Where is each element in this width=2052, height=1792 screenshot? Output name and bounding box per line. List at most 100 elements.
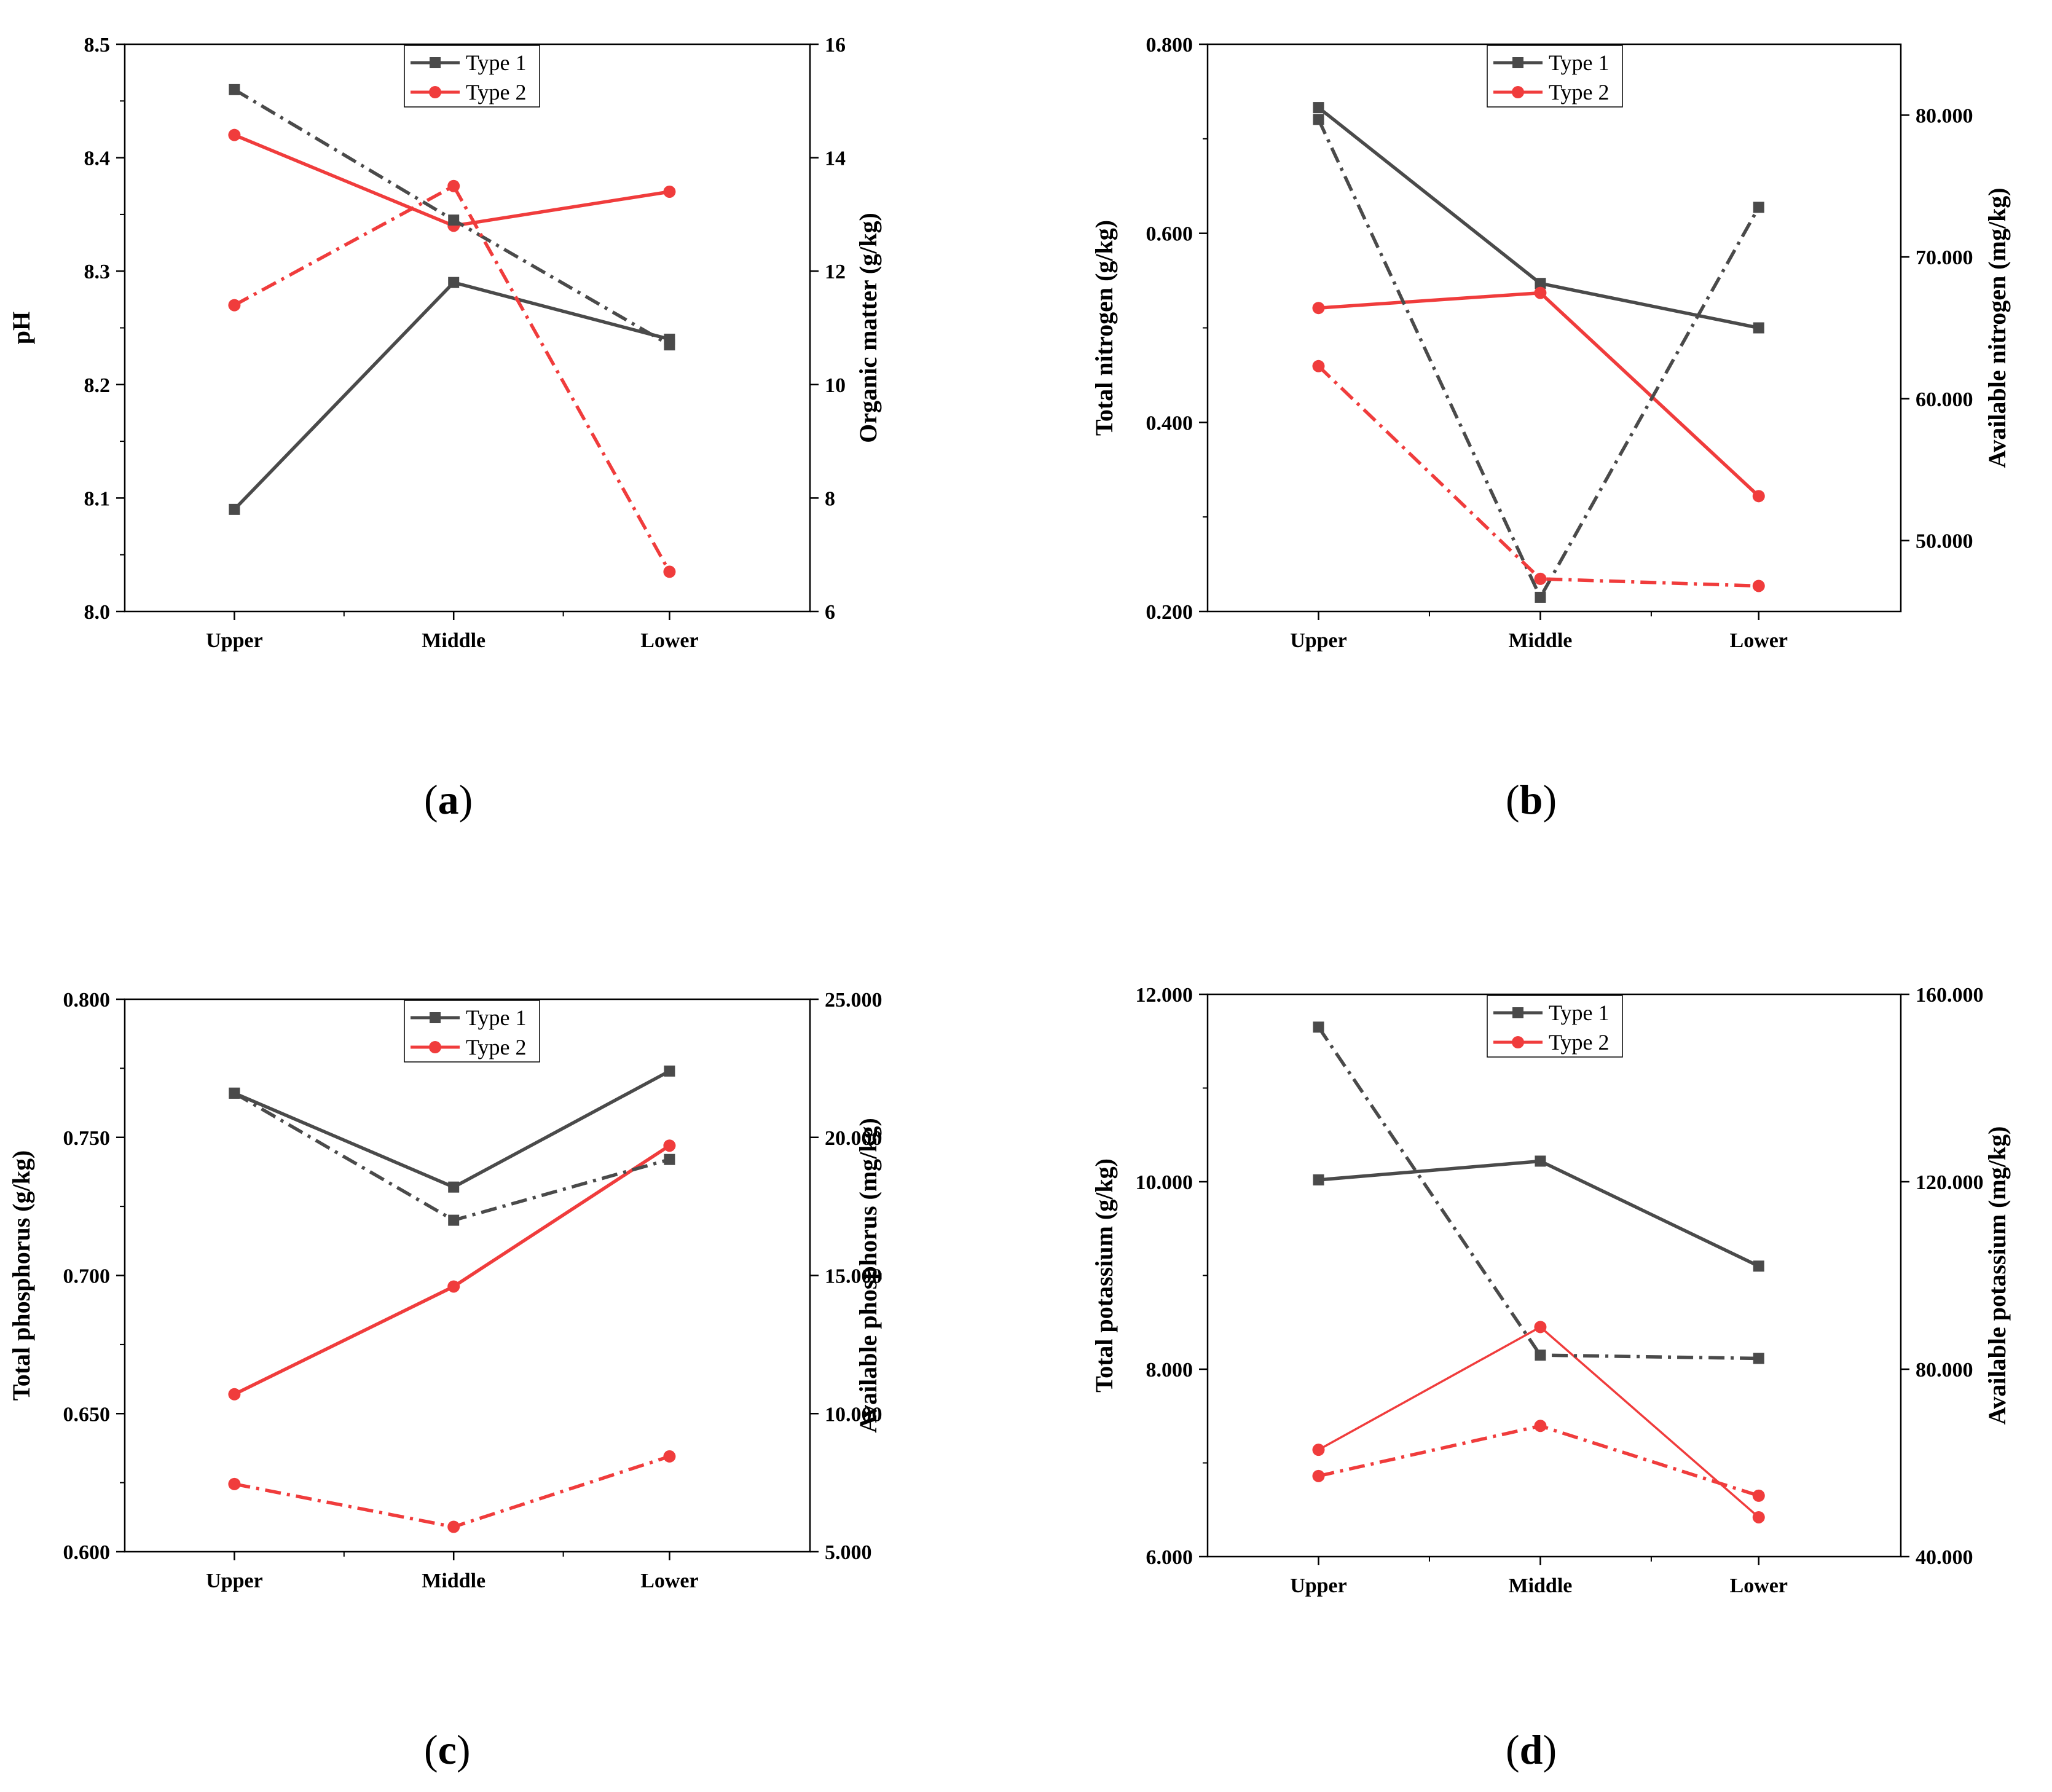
chart-d-data-point-circle [1312, 1469, 1325, 1482]
chart-d-x-tick-label: Middle [1508, 1574, 1572, 1597]
chart-a-right-tick-label: 10 [825, 374, 846, 397]
chart-a-left-tick-label: 8.3 [84, 261, 111, 283]
chart-c-data-point-square [448, 1214, 460, 1226]
chart-c-right-tick-label: 5.000 [825, 1541, 872, 1564]
chart-d-legend-box [1487, 995, 1623, 1058]
chart-b-series-line-type1-right [1316, 119, 1761, 599]
chart-b-data-point-circle [1312, 302, 1325, 315]
chart-a-data-point-circle [663, 565, 676, 578]
chart-d-legend-label: Type 2 [1549, 1030, 1609, 1055]
chart-b-data-point-square [1313, 102, 1324, 114]
chart-a-left-axis-title: pH [7, 312, 35, 344]
chart-b-plot-frame [1206, 43, 1902, 613]
chart-a-data-point-square [448, 214, 460, 226]
chart-d-series-line-type1-right [1317, 1026, 1759, 1361]
chart-b-data-point-square [1753, 202, 1764, 213]
chart-a-legend-box [404, 45, 540, 108]
chart-a-right-tick-label: 14 [825, 147, 846, 170]
chart-a-right-axis-title: Organic matter (g/kg) [854, 213, 882, 443]
chart-b-x-tick-label: Upper [1290, 629, 1347, 652]
chart-c-data-point-square [448, 1181, 460, 1193]
chart-c-data-point-circle [228, 1388, 241, 1401]
panel-label-d: (d) [1506, 1726, 1557, 1773]
chart-b-series-line-type2-right [1317, 364, 1759, 588]
chart-c-x-tick-label: Upper [206, 1570, 263, 1592]
chart-d-plot-frame [1206, 993, 1902, 1558]
chart-panel-a: 8.0 8.1 8.2 8.3 8.4 8.5 6 8 10 12 14 16 Upper Middle L… [7, 34, 882, 652]
chart-c-data-point-circle [447, 1520, 460, 1533]
chart-a-x-tick-label: Upper [206, 629, 263, 652]
chart-d-data-point-square [1313, 1021, 1324, 1033]
chart-d-left-tick-label: 8.000 [1146, 1359, 1193, 1381]
chart-c-data-point-circle [228, 1477, 241, 1490]
chart-a-left-tick-label: 8.2 [84, 374, 111, 397]
chart-d-right-axis-title: Available potassium (mg/kg) [1983, 1126, 2011, 1425]
chart-b-right-tick-label: 50.000 [1916, 530, 1973, 553]
chart-d-data-point-square [1535, 1155, 1546, 1167]
chart-c-data-point-circle [663, 1450, 676, 1463]
chart-a-left-tick-label: 8.5 [84, 34, 111, 57]
chart-a-left-tick-label: 8.0 [84, 601, 111, 624]
chart-a-data-point-circle [663, 185, 676, 198]
chart-d-right-tick-label: 120.000 [1916, 1171, 1984, 1194]
chart-a-right-tick-label: 6 [825, 601, 835, 624]
chart-a-data-point-circle [228, 128, 241, 141]
chart-a-data-point-circle [228, 299, 241, 312]
chart-d-left-axis-title: Total potassium (g/kg) [1090, 1158, 1118, 1393]
chart-b-legend-label: Type 1 [1549, 50, 1609, 75]
chart-b-left-tick-label: 0.800 [1146, 34, 1193, 57]
chart-d-series-line-type1-left [1318, 1159, 1759, 1268]
chart-c-legend-box [404, 1000, 540, 1063]
chart-d-data-point-circle [1752, 1511, 1765, 1523]
chart-a-legend-marker-circle [429, 86, 441, 98]
chart-a-left-tick-label: 8.4 [84, 147, 111, 170]
chart-c-left-tick-label: 0.600 [63, 1541, 111, 1564]
chart-c-right-axis-title: Available phosphorus (mg/kg) [854, 1118, 882, 1433]
chart-d-data-point-circle [1534, 1321, 1547, 1334]
chart-c-data-point-square [664, 1065, 675, 1077]
chart-c-data-point-square [664, 1153, 675, 1165]
chart-d-left-tick-label: 6.000 [1146, 1546, 1193, 1569]
chart-c-legend-label: Type 1 [466, 1005, 526, 1030]
chart-c-data-point-circle [663, 1139, 676, 1152]
chart-d-data-point-square [1753, 1353, 1764, 1364]
chart-a-x-tick-label: Lower [640, 629, 698, 652]
chart-b-data-point-circle [1312, 360, 1325, 372]
chart-b-x-tick-label: Lower [1730, 629, 1788, 652]
chart-a-data-point-square [229, 84, 240, 95]
chart-c-right-tick-label: 10.000 [825, 1403, 883, 1426]
chart-b-left-tick-label: 0.200 [1146, 601, 1193, 624]
chart-b-left-tick-label: 0.400 [1146, 412, 1193, 434]
chart-d-legend-marker-square [1512, 1007, 1523, 1018]
chart-c-x-tick-label: Middle [422, 1570, 485, 1592]
chart-c-legend-marker-circle [429, 1041, 441, 1053]
chart-b-data-point-circle [1534, 286, 1547, 299]
panel-label-c: (c) [424, 1726, 471, 1773]
chart-b-left-tick-label: 0.600 [1146, 223, 1193, 246]
chart-b-legend-marker-square [1512, 57, 1523, 68]
chart-a-legend-marker-square [430, 57, 441, 68]
chart-b-left-axis-title: Total nitrogen (g/kg) [1090, 220, 1118, 436]
chart-d-right-tick-label: 80.000 [1916, 1359, 1973, 1381]
chart-d-data-point-square [1535, 1350, 1546, 1361]
chart-c-left-axis-title: Total phosphorus (g/kg) [7, 1150, 35, 1401]
chart-a-series-line-type1-left [233, 280, 670, 511]
panel-label-a: (a) [424, 776, 473, 823]
chart-c-legend-label: Type 2 [466, 1035, 526, 1059]
chart-a-data-point-square [448, 277, 460, 288]
chart-b-data-point-circle [1534, 572, 1547, 585]
chart-c-left-tick-label: 0.650 [63, 1403, 111, 1426]
chart-d-data-point-square [1753, 1260, 1764, 1272]
chart-b-data-point-circle [1752, 490, 1765, 503]
chart-c-left-tick-label: 0.750 [63, 1127, 111, 1150]
chart-a-plot-frame [124, 43, 811, 613]
chart-d-legend-label: Type 1 [1549, 1000, 1609, 1025]
chart-c-data-point-circle [447, 1280, 460, 1293]
chart-d-x-tick-label: Upper [1290, 1574, 1347, 1597]
chart-b-legend-box [1487, 45, 1623, 108]
chart-a-right-tick-label: 16 [825, 34, 846, 57]
chart-c-left-tick-label: 0.800 [63, 989, 111, 1012]
chart-a-series-line-type2-right [234, 184, 671, 573]
chart-b-data-point-square [1535, 278, 1546, 289]
chart-d-data-point-circle [1312, 1444, 1325, 1456]
